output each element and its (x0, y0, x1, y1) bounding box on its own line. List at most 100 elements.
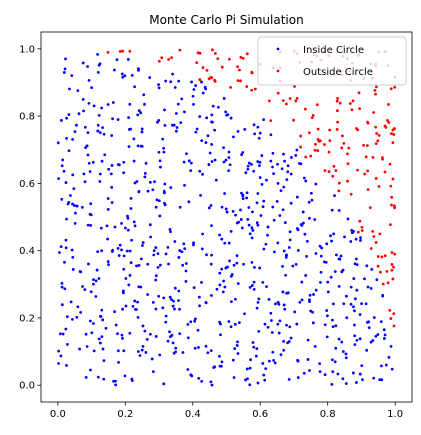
point-inside-circle (266, 233, 269, 237)
point-inside-circle (210, 113, 214, 117)
point-inside-circle (284, 255, 288, 259)
point-outside-circle (372, 111, 376, 114)
point-outside-circle (303, 107, 307, 111)
point-inside-circle (158, 353, 162, 357)
point-inside-circle (390, 367, 394, 371)
point-inside-circle (137, 190, 141, 193)
point-inside-circle (88, 319, 92, 323)
point-inside-circle (63, 287, 67, 291)
point-inside-circle (120, 72, 124, 76)
point-inside-circle (148, 223, 152, 227)
point-inside-circle (353, 297, 357, 301)
point-inside-circle (227, 241, 231, 245)
point-inside-circle (218, 283, 222, 287)
point-inside-circle (132, 137, 136, 141)
point-inside-circle (354, 237, 358, 241)
point-inside-circle (272, 250, 276, 254)
point-inside-circle (98, 62, 102, 66)
point-outside-circle (378, 232, 382, 236)
point-inside-circle (169, 298, 173, 301)
point-outside-circle (245, 52, 249, 56)
point-inside-circle (241, 193, 245, 197)
point-inside-circle (288, 230, 292, 234)
y-tick-label: 0.8 (19, 112, 35, 123)
point-inside-circle (181, 263, 185, 267)
point-inside-circle (220, 360, 224, 364)
point-inside-circle (329, 275, 333, 279)
point-inside-circle (306, 358, 310, 361)
point-inside-circle (319, 254, 323, 258)
point-inside-circle (318, 362, 322, 366)
point-outside-circle (390, 263, 394, 266)
point-inside-circle (383, 333, 387, 337)
point-outside-circle (389, 184, 393, 188)
point-inside-circle (111, 117, 114, 121)
point-inside-circle (353, 323, 356, 327)
point-inside-circle (276, 322, 280, 326)
point-inside-circle (85, 144, 89, 148)
points-layer (56, 48, 397, 387)
point-inside-circle (281, 264, 284, 268)
point-inside-circle (255, 221, 259, 225)
point-inside-circle (121, 291, 125, 295)
point-outside-circle (304, 155, 308, 159)
point-outside-circle (332, 164, 336, 168)
point-inside-circle (151, 300, 155, 304)
point-inside-circle (239, 218, 243, 221)
point-inside-circle (99, 314, 102, 318)
point-outside-circle (379, 270, 382, 274)
point-inside-circle (173, 286, 177, 290)
point-inside-circle (177, 79, 181, 83)
point-inside-circle (189, 320, 193, 324)
point-inside-circle (276, 182, 280, 185)
point-outside-circle (316, 127, 320, 131)
point-inside-circle (352, 277, 356, 280)
point-inside-circle (375, 278, 379, 282)
point-inside-circle (201, 172, 204, 176)
point-inside-circle (162, 150, 166, 154)
point-inside-circle (62, 71, 66, 74)
point-inside-circle (209, 204, 213, 207)
point-inside-circle (355, 338, 359, 342)
point-inside-circle (294, 153, 298, 157)
point-inside-circle (162, 189, 166, 193)
point-inside-circle (186, 368, 190, 371)
point-outside-circle (374, 92, 377, 96)
point-inside-circle (272, 218, 276, 222)
point-inside-circle (87, 262, 90, 266)
point-outside-circle (366, 169, 370, 173)
point-outside-circle (338, 101, 342, 105)
point-inside-circle (314, 288, 318, 292)
point-inside-circle (139, 257, 143, 261)
point-inside-circle (174, 129, 178, 133)
point-inside-circle (157, 83, 160, 86)
point-outside-circle (323, 169, 327, 172)
point-outside-circle (250, 70, 254, 74)
point-inside-circle (358, 372, 362, 376)
point-inside-circle (192, 88, 196, 91)
point-outside-circle (380, 255, 384, 259)
point-outside-circle (356, 128, 360, 132)
point-inside-circle (284, 273, 288, 277)
point-inside-circle (100, 308, 104, 312)
point-inside-circle (262, 247, 266, 251)
x-tick-label: 0.8 (320, 409, 336, 420)
point-inside-circle (248, 232, 252, 236)
point-inside-circle (198, 169, 202, 173)
point-outside-circle (323, 143, 326, 146)
point-inside-circle (141, 244, 144, 247)
point-inside-circle (65, 217, 68, 221)
y-tick-label: 0.0 (19, 381, 35, 392)
point-inside-circle (289, 201, 293, 205)
point-inside-circle (157, 294, 161, 298)
point-inside-circle (314, 252, 318, 255)
point-inside-circle (204, 344, 208, 348)
point-inside-circle (318, 370, 322, 373)
point-inside-circle (127, 145, 131, 148)
point-inside-circle (107, 263, 110, 267)
point-outside-circle (392, 324, 396, 328)
point-outside-circle (337, 181, 341, 185)
point-outside-circle (371, 155, 375, 159)
point-outside-circle (167, 57, 171, 61)
point-outside-circle (364, 155, 368, 159)
